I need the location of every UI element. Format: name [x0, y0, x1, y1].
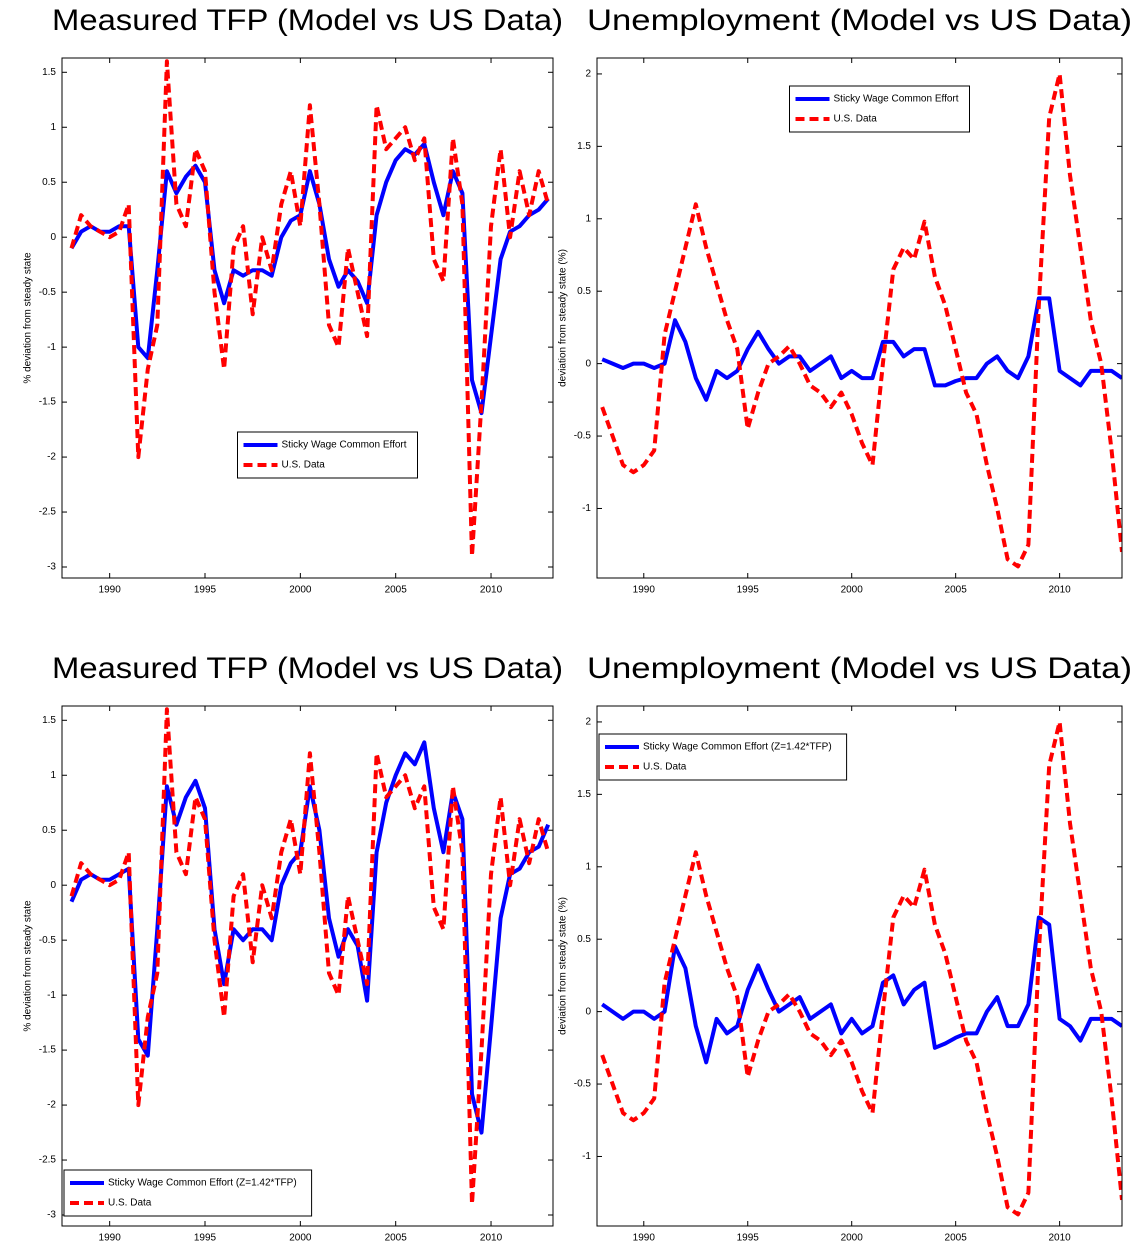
chart-title: Measured TFP (Model vs US Data) — [52, 4, 563, 37]
y-tick-label: 1 — [585, 861, 591, 872]
x-tick-label: 2010 — [480, 1233, 503, 1244]
y-tick-label: -1.5 — [39, 1045, 57, 1056]
chart-title: Unemployment (Model vs US Data) — [587, 652, 1132, 685]
y-tick-label: -1 — [582, 1151, 591, 1162]
y-tick-label: -0.5 — [39, 935, 57, 946]
series-line — [601, 296, 1122, 402]
x-tick-label: 2005 — [945, 1233, 968, 1244]
legend: Sticky Wage Common Effort U.S. Data — [237, 431, 418, 479]
x-tick-label: 2000 — [289, 1233, 312, 1244]
y-tick-label: 1 — [50, 770, 56, 781]
y-tick-label: 1.5 — [42, 715, 56, 726]
y-tick-label: 1.5 — [42, 67, 56, 78]
legend-label: Sticky Wage Common Effort — [282, 440, 407, 451]
y-tick-label: -1 — [47, 342, 56, 353]
plot-lines — [69, 707, 551, 1206]
y-tick-label: -2 — [47, 1100, 56, 1111]
y-tick-label: -0.5 — [574, 1079, 592, 1090]
plot-lines — [600, 719, 1122, 1217]
legend: Sticky Wage Common Effort U.S. Data — [789, 85, 970, 133]
y-axis-label: % deviation from steady state — [23, 252, 34, 384]
legend-box — [237, 431, 418, 479]
x-tick-label: 2010 — [1048, 1233, 1071, 1244]
x-tick-label: 2000 — [841, 585, 864, 596]
x-tick-label: 1990 — [99, 1233, 122, 1244]
y-tick-label: 0.5 — [42, 825, 56, 836]
y-tick-label: 0 — [585, 358, 591, 369]
y-tick-label: -2.5 — [39, 1155, 57, 1166]
y-tick-label: -1 — [47, 990, 56, 1001]
x-tick-label: 2005 — [945, 585, 968, 596]
x-tick-label: 2005 — [385, 585, 408, 596]
legend-label: U.S. Data — [834, 114, 878, 125]
series-line — [600, 71, 1122, 569]
legend: Sticky Wage Common Effort (Z=1.42*TFP) U.… — [598, 733, 848, 781]
legend-label: U.S. Data — [282, 460, 326, 471]
series-line — [69, 740, 551, 1135]
x-tick-label: 1990 — [99, 585, 122, 596]
legend-label: U.S. Data — [643, 762, 687, 773]
x-tick-label: 1995 — [194, 585, 217, 596]
x-tick-label: 2010 — [1048, 585, 1071, 596]
series-line — [69, 707, 551, 1206]
x-tick-label: 1990 — [633, 585, 656, 596]
legend: Sticky Wage Common Effort (Z=1.42*TFP) U.… — [63, 1169, 313, 1217]
y-tick-label: 0.5 — [577, 934, 591, 945]
y-tick-label: 0 — [585, 1006, 591, 1017]
y-tick-label: -2.5 — [39, 507, 57, 518]
y-tick-label: -3 — [47, 1210, 56, 1221]
legend-label: Sticky Wage Common Effort — [834, 94, 959, 105]
y-tick-label: 2 — [585, 717, 591, 728]
x-tick-label: 1995 — [194, 1233, 217, 1244]
legend-label: Sticky Wage Common Effort (Z=1.42*TFP) — [108, 1178, 297, 1189]
y-tick-label: -0.5 — [39, 287, 57, 298]
y-tick-label: 0 — [50, 232, 56, 243]
y-tick-label: -0.5 — [574, 431, 592, 442]
plot-area — [597, 58, 1122, 578]
x-tick-label: 1995 — [737, 1233, 760, 1244]
axes-frame — [61, 705, 554, 1227]
x-tick-label: 1995 — [737, 585, 760, 596]
y-tick-label: 1.5 — [577, 789, 591, 800]
series-line — [601, 915, 1122, 1065]
series-line — [69, 59, 551, 558]
x-tick-label: 1990 — [633, 1233, 656, 1244]
y-tick-label: -3 — [47, 562, 56, 573]
y-axis-label: deviation from steady state (%) — [558, 897, 569, 1035]
legend-box — [789, 85, 970, 133]
y-tick-label: 0 — [50, 880, 56, 891]
x-tick-label: 2005 — [385, 1233, 408, 1244]
series-line — [69, 141, 550, 416]
plot-lines — [600, 71, 1122, 569]
axes-frame — [596, 57, 1123, 579]
x-tick-label: 2000 — [289, 585, 312, 596]
chart-title: Measured TFP (Model vs US Data) — [52, 652, 563, 685]
legend-label: U.S. Data — [108, 1198, 152, 1209]
y-axis-label: % deviation from steady state — [23, 900, 34, 1032]
axes-frame — [61, 57, 554, 579]
y-tick-label: -2 — [47, 452, 56, 463]
legend-label: Sticky Wage Common Effort (Z=1.42*TFP) — [643, 742, 832, 753]
x-tick-label: 2010 — [480, 585, 503, 596]
y-tick-label: -1.5 — [39, 397, 57, 408]
plot-lines — [69, 59, 551, 558]
y-tick-label: 2 — [585, 69, 591, 80]
chart-title: Unemployment (Model vs US Data) — [587, 4, 1132, 37]
series-line — [600, 719, 1122, 1217]
y-tick-label: -1 — [582, 503, 591, 514]
plot-area — [597, 706, 1122, 1226]
x-tick-label: 2000 — [841, 1233, 864, 1244]
legend-box — [598, 733, 848, 781]
y-tick-label: 0.5 — [42, 177, 56, 188]
y-tick-label: 1.5 — [577, 141, 591, 152]
y-tick-label: 1 — [585, 213, 591, 224]
y-tick-label: 1 — [50, 122, 56, 133]
legend-box — [63, 1169, 313, 1217]
y-tick-label: 0.5 — [577, 286, 591, 297]
axes-frame — [596, 705, 1123, 1227]
y-axis-label: deviation from steady state (%) — [558, 249, 569, 387]
